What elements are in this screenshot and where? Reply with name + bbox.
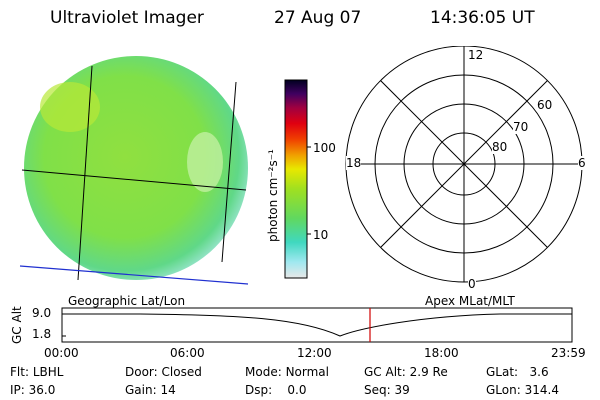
coastline <box>19 265 249 285</box>
colorbar-tick-100: 100 <box>313 141 336 155</box>
image-caption: Geographic Lat/Lon <box>68 294 186 308</box>
limb-glow <box>187 132 223 192</box>
altitude-xtick: 18:00 <box>424 346 459 360</box>
altitude-xtick: 12:00 <box>297 346 332 360</box>
time-label: 14:36:05 UT <box>430 8 535 28</box>
longitude-line <box>77 65 93 281</box>
status-filter: Flt: LBHL <box>10 365 64 379</box>
colorbar-unit-label: photon cm⁻²s⁻¹ <box>266 149 280 242</box>
altitude-xtick: 06:00 <box>170 346 205 360</box>
altitude-curve <box>62 313 572 337</box>
colorbar-tick-10: 10 <box>313 228 329 242</box>
status-glat: GLat: 3.6 <box>486 365 549 379</box>
colorbar-gradient <box>284 79 308 279</box>
mlt-label-12: 12 <box>468 48 484 62</box>
status-glon: GLon: 314.4 <box>486 383 559 397</box>
uv-image-panel <box>19 56 249 285</box>
lat-label-80: 80 <box>492 140 508 154</box>
status-door: Door: Closed <box>125 365 202 379</box>
status-dsp: Dsp: 0.0 <box>245 383 307 397</box>
colorbar <box>284 79 311 279</box>
status-gain: Gain: 14 <box>125 383 176 397</box>
status-gc-alt: GC Alt: 2.9 Re <box>364 365 448 379</box>
altitude-ytick-1.8: 1.8 <box>32 327 52 341</box>
altitude-ytick-9: 9.0 <box>32 306 52 320</box>
lat-label-70: 70 <box>513 120 529 134</box>
latitude-line <box>21 169 247 191</box>
instrument-title: Ultraviolet Imager <box>50 8 204 28</box>
date-label: 27 Aug 07 <box>274 8 362 28</box>
altitude-ylabel: GC Alt <box>10 306 24 344</box>
polar-caption: Apex MLat/MLT <box>425 294 515 308</box>
mlt-label-18: 18 <box>346 156 362 170</box>
status-ip: IP: 36.0 <box>10 383 56 397</box>
polar-plot <box>345 46 583 283</box>
longitude-line <box>221 81 237 263</box>
status-seq: Seq: 39 <box>364 383 410 397</box>
bright-region <box>40 82 100 132</box>
lat-label-60: 60 <box>537 98 553 112</box>
mlt-label-6: 6 <box>578 156 586 170</box>
mlt-label-0: 0 <box>468 277 476 291</box>
altitude-xtick: 00:00 <box>44 346 79 360</box>
altitude-xtick: 23:59 <box>551 346 586 360</box>
altitude-plot <box>61 307 573 343</box>
status-mode: Mode: Normal <box>245 365 329 379</box>
